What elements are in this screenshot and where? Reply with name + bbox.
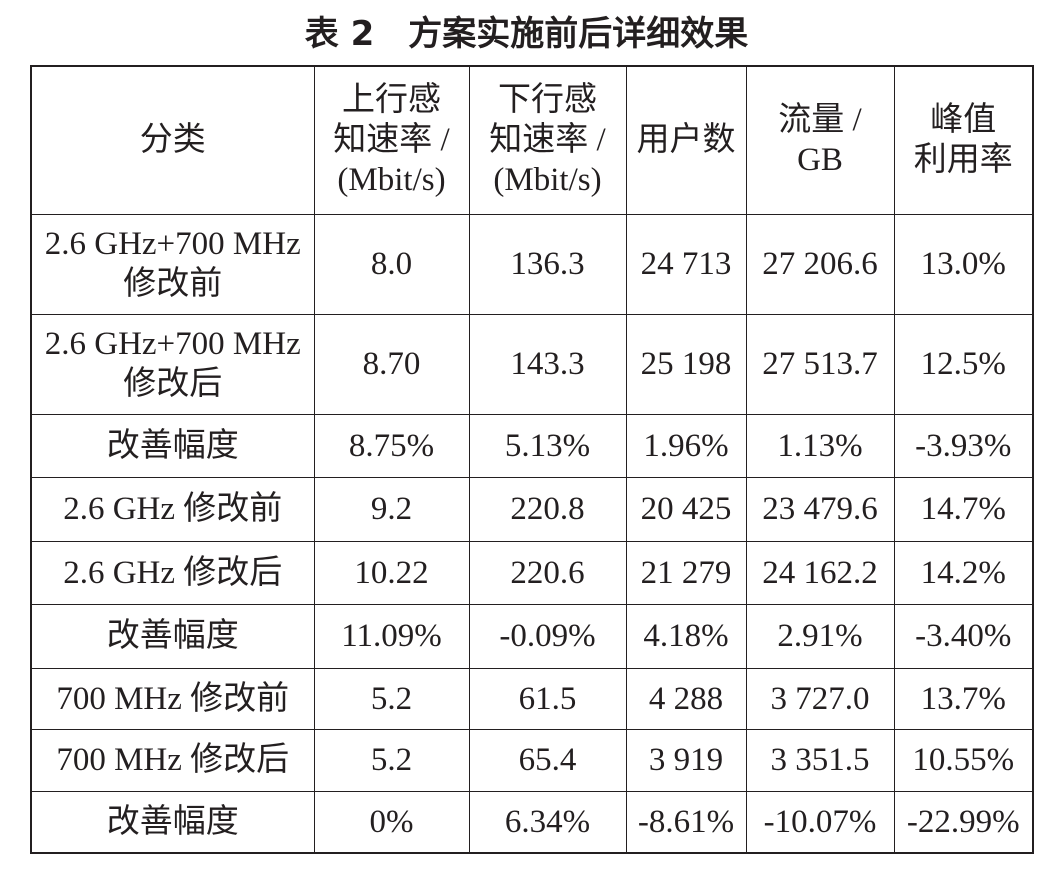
table-cell: 3 919 xyxy=(625,728,747,792)
header-cell: 用户数 xyxy=(625,65,747,215)
cell-line: 改善幅度 xyxy=(106,803,239,840)
table-cell: 136.3 xyxy=(468,213,627,315)
table-cell: -0.09% xyxy=(468,603,627,669)
table-cell: 5.2 xyxy=(313,728,470,792)
table-cell: 改善幅度 xyxy=(30,603,315,669)
table-cell: 143.3 xyxy=(468,313,627,415)
table-cell: 220.6 xyxy=(468,540,627,605)
table-cell: 3 351.5 xyxy=(745,728,895,792)
table-cell: 5.2 xyxy=(313,667,470,730)
table-row: 2.6 GHz 修改前 9.2 220.8 20 425 23 479.6 14.7% xyxy=(30,476,1034,542)
table-cell: 2.6 GHz 修改前 xyxy=(30,476,315,542)
table-cell: 21 279 xyxy=(625,540,747,605)
table-row: 700 MHz 修改前 5.2 61.5 4 288 3 727.0 13.7% xyxy=(30,667,1034,730)
cell-line: 流量 / xyxy=(778,102,862,139)
cell-line: 利用率 xyxy=(913,142,1013,179)
cell-line: 用户数 xyxy=(636,122,736,159)
table-row: 改善幅度 0% 6.34% -8.61% -10.07% -22.99% xyxy=(30,790,1034,854)
table-cell: 2.91% xyxy=(745,603,895,669)
table-cell: 3 727.0 xyxy=(745,667,895,730)
cell-line: 改善幅度 xyxy=(106,618,239,654)
cell-line: 700 MHz 修改前 xyxy=(56,680,290,717)
table-cell: 65.4 xyxy=(468,728,627,792)
table-title: 表 2 方案实施前后详细效果 xyxy=(304,14,749,54)
header-cell: 上行感 知速率 / (Mbit/s) xyxy=(313,65,470,215)
table-cell: 0% xyxy=(313,790,470,854)
header-cell: 下行感 知速率 / (Mbit/s) xyxy=(468,65,627,215)
header-row: 分类 上行感 知速率 / (Mbit/s) 下行感 知速率 / (Mbit/s) 用户数 流量 … xyxy=(30,65,1034,215)
table-cell: 5.13% xyxy=(468,413,627,478)
table-cell: 8.0 xyxy=(313,213,470,315)
table-cell: 8.70 xyxy=(313,313,470,415)
cell-line: 上行感 xyxy=(342,82,441,119)
cell-line: 2.6 GHz+700 MHz xyxy=(44,226,301,262)
table-cell: 10.22 xyxy=(313,540,470,605)
table-cell: 13.7% xyxy=(893,667,1034,730)
cell-line: 2.6 GHz 修改后 xyxy=(63,554,283,591)
table-cell: 24 162.2 xyxy=(745,540,895,605)
cell-line: (Mbit/s) xyxy=(337,162,446,199)
table-cell: 700 MHz 修改后 xyxy=(30,728,315,792)
cell-line: 2.6 GHz 修改前 xyxy=(63,491,283,527)
table-cell: -22.99% xyxy=(893,790,1034,854)
table-row: 2.6 GHz+700 MHz 修改前 8.0 136.3 24 713 27 206.6… xyxy=(30,213,1034,315)
table-cell: 220.8 xyxy=(468,476,627,542)
table-cell: 6.34% xyxy=(468,790,627,854)
table-cell: 8.75% xyxy=(313,413,470,478)
cell-line: 改善幅度 xyxy=(106,427,239,464)
table-cell: 2.6 GHz+700 MHz 修改前 xyxy=(30,213,315,315)
table-cell: 4 288 xyxy=(625,667,747,730)
table-cell: 27 513.7 xyxy=(745,313,895,415)
data-table: 分类 上行感 知速率 / (Mbit/s) 下行感 知速率 / (Mbit/s) 用户数 流量 … xyxy=(30,65,1034,854)
table-cell: 700 MHz 修改前 xyxy=(30,667,315,730)
table-cell: -3.93% xyxy=(893,413,1034,478)
table-cell: 2.6 GHz+700 MHz 修改后 xyxy=(30,313,315,415)
cell-line: 知速率 / xyxy=(333,122,450,159)
header-cell: 峰值 利用率 xyxy=(893,65,1034,215)
cell-line: 分类 xyxy=(139,122,206,159)
table-cell: -3.40% xyxy=(893,603,1034,669)
cell-line: 下行感 xyxy=(498,82,597,119)
table-cell: 11.09% xyxy=(313,603,470,669)
table-cell: 14.7% xyxy=(893,476,1034,542)
table-cell: 14.2% xyxy=(893,540,1034,605)
cell-line: 知速率 / xyxy=(489,122,606,159)
cell-line: 修改后 xyxy=(123,366,223,402)
table-cell: 61.5 xyxy=(468,667,627,730)
table-cell: 24 713 xyxy=(625,213,747,315)
cell-line: 2.6 GHz+700 MHz xyxy=(44,326,301,362)
table-cell: 13.0% xyxy=(893,213,1034,315)
cell-line: GB xyxy=(797,142,843,179)
cell-line: (Mbit/s) xyxy=(493,162,602,199)
cell-line: 700 MHz 修改后 xyxy=(56,742,290,778)
header-cell: 流量 / GB xyxy=(745,65,895,215)
table-cell: 10.55% xyxy=(893,728,1034,792)
table-row: 改善幅度 11.09% -0.09% 4.18% 2.91% -3.40% xyxy=(30,603,1034,669)
table-row: 2.6 GHz+700 MHz 修改后 8.70 143.3 25 198 27 513.… xyxy=(30,313,1034,415)
table-cell: 1.96% xyxy=(625,413,747,478)
cell-line: 修改前 xyxy=(123,266,223,302)
table-cell: 2.6 GHz 修改后 xyxy=(30,540,315,605)
table-cell: 1.13% xyxy=(745,413,895,478)
table-cell: 20 425 xyxy=(625,476,747,542)
table-cell: 9.2 xyxy=(313,476,470,542)
table-cell: 27 206.6 xyxy=(745,213,895,315)
table-row: 700 MHz 修改后 5.2 65.4 3 919 3 351.5 10.55% xyxy=(30,728,1034,792)
table-cell: 12.5% xyxy=(893,313,1034,415)
table-cell: 改善幅度 xyxy=(30,413,315,478)
table-cell: 4.18% xyxy=(625,603,747,669)
header-cell: 分类 xyxy=(30,65,315,215)
table-row: 2.6 GHz 修改后 10.22 220.6 21 279 24 162.2 14.2% xyxy=(30,540,1034,605)
table-cell: -10.07% xyxy=(745,790,895,854)
cell-line: 峰值 xyxy=(930,102,997,139)
table-row: 改善幅度 8.75% 5.13% 1.96% 1.13% -3.93% xyxy=(30,413,1034,478)
table-cell: 25 198 xyxy=(625,313,747,415)
table-cell: 改善幅度 xyxy=(30,790,315,854)
table-cell: 23 479.6 xyxy=(745,476,895,542)
table-cell: -8.61% xyxy=(625,790,747,854)
